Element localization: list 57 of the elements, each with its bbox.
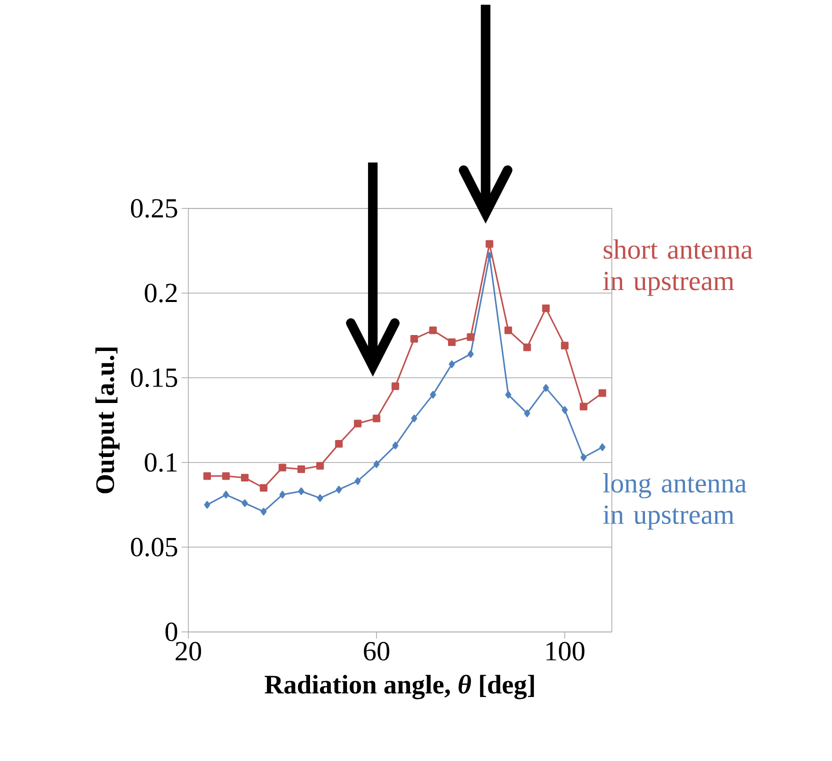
point (598, 389, 606, 397)
y-tick-label: 0.15 (130, 368, 178, 388)
point (429, 326, 437, 334)
point (580, 402, 588, 410)
point (448, 338, 456, 346)
y-tick-label: 0 (166, 622, 178, 642)
point (599, 443, 606, 452)
point (430, 390, 436, 399)
point (240, 474, 249, 482)
point (279, 490, 286, 499)
point (560, 342, 569, 350)
point (204, 501, 210, 509)
point (505, 390, 512, 399)
point (260, 508, 267, 516)
x-tick-label: 60 (364, 642, 390, 661)
point (392, 382, 400, 390)
series-label: long antenna in upstream (603, 473, 746, 530)
point (260, 484, 268, 492)
point (222, 472, 230, 480)
point (504, 326, 512, 334)
point (524, 410, 530, 418)
y-tick-label: 0.2 (144, 284, 177, 302)
point (486, 240, 494, 248)
point (354, 477, 361, 485)
point (297, 465, 306, 474)
x-axis-title: Radiation angle, θ [deg] (264, 674, 534, 700)
point (523, 344, 531, 352)
point (486, 252, 493, 260)
point (278, 464, 286, 472)
point (542, 304, 550, 312)
x-tick-label: 100 (546, 642, 584, 661)
y-tick-label: 0.05 (130, 538, 178, 557)
point (392, 442, 398, 450)
point (411, 414, 418, 422)
point (317, 494, 324, 502)
y-tick-label: 0.25 (130, 199, 178, 218)
point (335, 440, 343, 448)
series-label: short antenna in upstream (603, 239, 753, 296)
point (298, 487, 304, 496)
point (354, 420, 362, 428)
point (410, 335, 418, 343)
x-tick-label: 20 (176, 642, 202, 661)
point (316, 462, 324, 470)
point (562, 406, 568, 414)
point (466, 333, 474, 341)
point (336, 486, 342, 494)
point (448, 360, 455, 368)
y-tick-label: 0.1 (144, 453, 177, 472)
point (468, 350, 474, 358)
point (373, 460, 380, 468)
y-axis-title: Output [a.u.] (95, 348, 120, 494)
point (372, 414, 380, 422)
point (580, 454, 587, 462)
point (222, 490, 230, 499)
point (242, 499, 248, 507)
point (542, 384, 549, 392)
point (203, 472, 211, 480)
